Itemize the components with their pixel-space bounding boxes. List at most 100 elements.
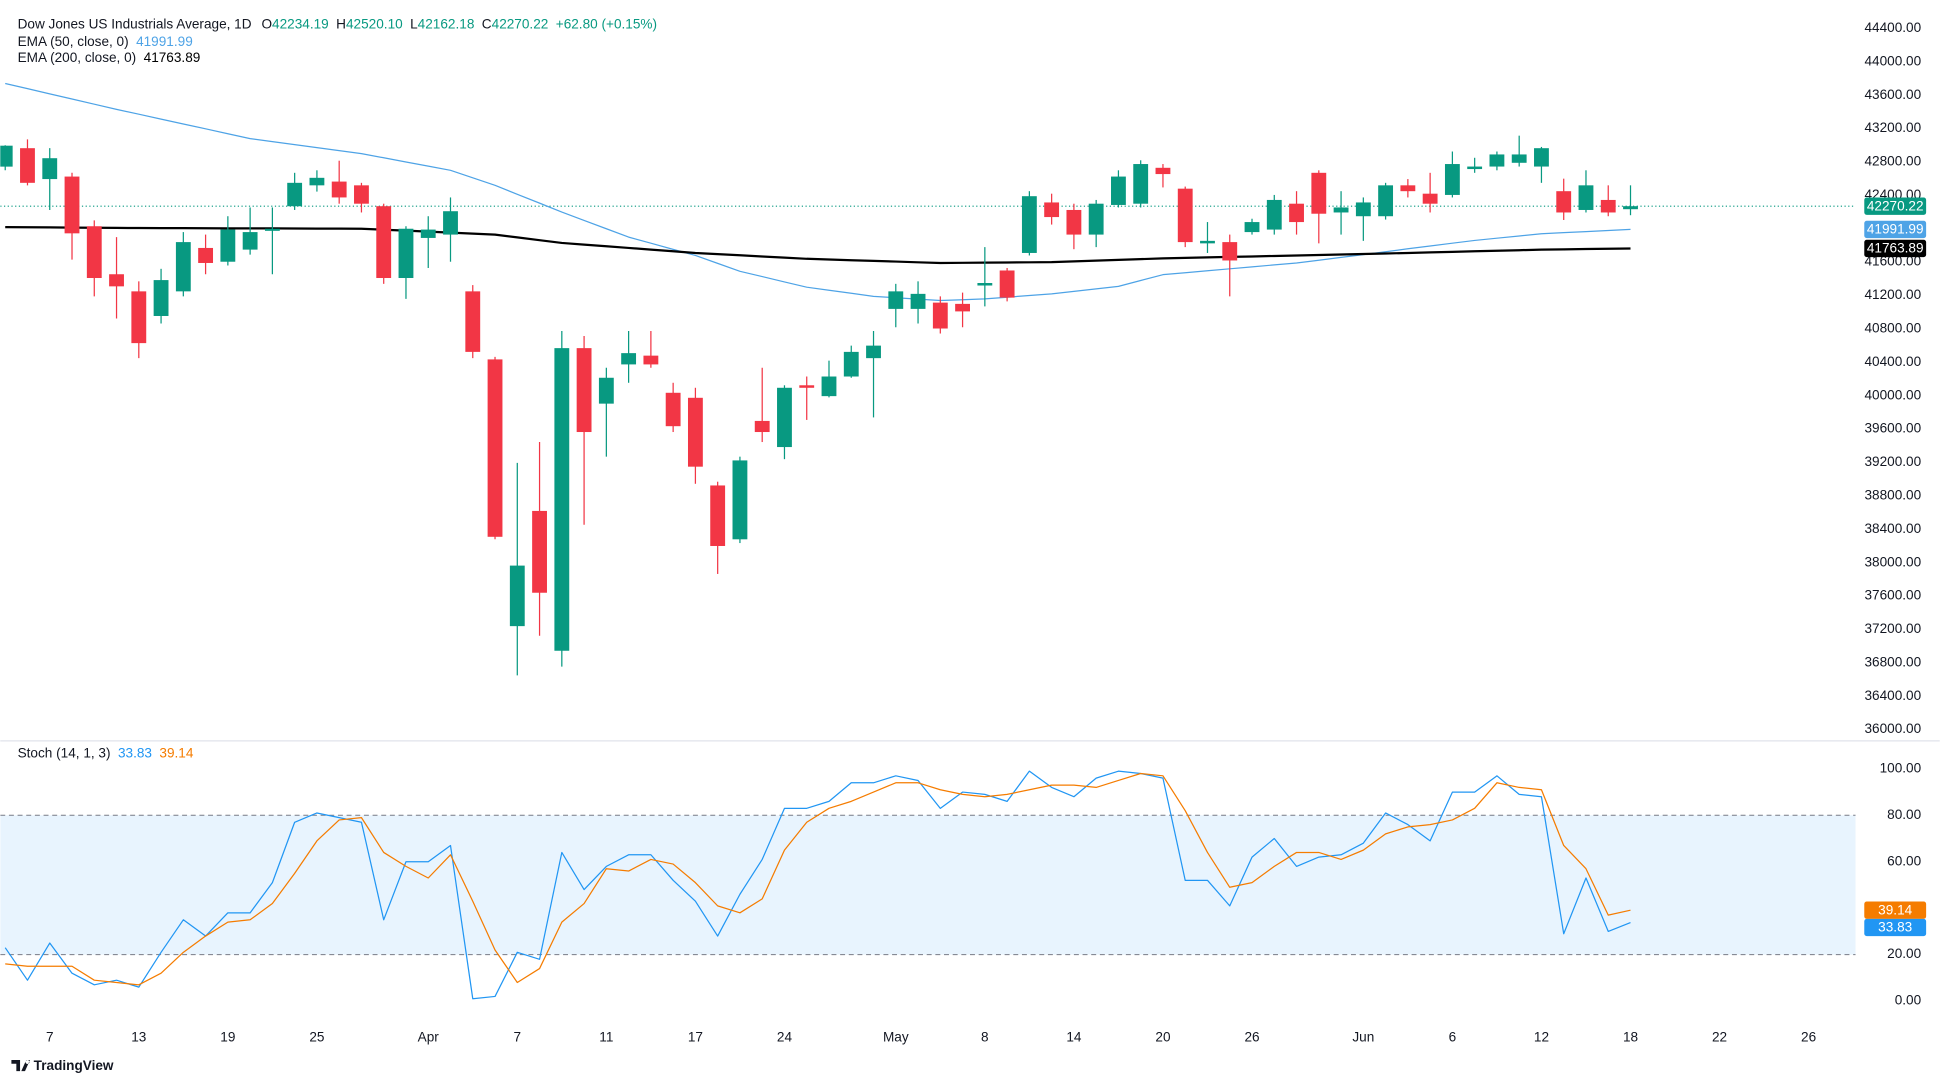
candle-body <box>843 351 859 377</box>
legend: EMA (200, close, 0) 41763.89 <box>18 50 201 65</box>
legend-value: 41763.89 <box>144 50 201 65</box>
candle-body <box>309 177 325 186</box>
price-tag-label: 33.83 <box>1878 920 1912 935</box>
legend-value: 42162.18 <box>418 16 475 31</box>
candle-body <box>621 353 637 365</box>
x-tick-label: Apr <box>418 1029 440 1044</box>
candle-body <box>64 176 80 234</box>
candle-body <box>576 348 592 433</box>
candle-body <box>175 242 191 292</box>
price-tag-label: 41991.99 <box>1867 222 1924 237</box>
candle-body <box>866 345 881 359</box>
x-tick-label: Jun <box>1352 1029 1374 1044</box>
candle-body <box>777 387 792 448</box>
legend: EMA (50, close, 0) 41991.99 <box>18 34 193 49</box>
y-tick-label: 43600.00 <box>1864 87 1921 102</box>
x-tick-label: 14 <box>1066 1029 1082 1044</box>
price-tag <box>1864 901 1927 919</box>
y-tick-label: 39200.00 <box>1864 454 1921 469</box>
y-tick-label: 100.00 <box>1880 760 1922 775</box>
candle-body <box>732 460 748 540</box>
line-series <box>5 225 1631 265</box>
candle-body <box>131 291 147 344</box>
candle-body <box>1623 206 1638 210</box>
price-tag <box>1864 197 1927 215</box>
candle-body <box>1088 203 1104 235</box>
x-tick-label: 6 <box>1449 1029 1457 1044</box>
x-tick-label: 25 <box>309 1029 324 1044</box>
x-tick-label: 26 <box>1801 1029 1816 1044</box>
candle-body <box>1177 188 1193 243</box>
candle-body <box>86 226 102 279</box>
candle-body <box>1378 185 1394 217</box>
candle-body <box>665 392 681 427</box>
candle-body <box>1578 185 1594 210</box>
candle-body <box>643 355 659 365</box>
legend-value: 41991.99 <box>136 34 193 49</box>
x-tick-label: 18 <box>1623 1029 1638 1044</box>
candle-body <box>977 283 993 286</box>
candle-body <box>1333 207 1349 213</box>
x-tick-label: 19 <box>220 1029 235 1044</box>
legend-key: C <box>482 16 492 31</box>
y-tick-label: 38800.00 <box>1864 487 1921 502</box>
candle-body <box>532 510 547 593</box>
legend-value: 42520.10 <box>346 16 403 31</box>
legend-value: 42270.22 <box>492 16 549 31</box>
legend: Dow Jones US Industrials Average, 1D O 422… <box>18 16 657 31</box>
candle-body <box>1111 176 1126 205</box>
y-tick-label: 38400.00 <box>1864 521 1921 536</box>
x-tick-label: 22 <box>1712 1029 1727 1044</box>
legend-title: Dow Jones US Industrials Average, 1D <box>18 16 252 31</box>
legend-key: H <box>336 16 346 31</box>
x-tick-label: 17 <box>688 1029 703 1044</box>
y-tick-label: 60.00 <box>1887 853 1921 868</box>
x-tick-label: 7 <box>46 1029 54 1044</box>
x-tick-label: 26 <box>1244 1029 1259 1044</box>
candle-body <box>1244 222 1260 233</box>
y-tick-label: 43200.00 <box>1864 120 1921 135</box>
candle-body <box>888 291 904 309</box>
candle-body <box>1155 167 1171 175</box>
brand-logo <box>11 1060 30 1072</box>
stoch-pane <box>0 770 1856 1000</box>
candle-body <box>1044 202 1060 218</box>
candle-body <box>1444 164 1460 195</box>
candle-body <box>1556 191 1572 213</box>
legend-value: 39.14 <box>159 745 193 760</box>
x-tick-label: May <box>883 1029 909 1044</box>
candle-body <box>287 182 303 207</box>
legend-key: O <box>261 16 272 31</box>
candle-body <box>509 565 525 627</box>
price-tag <box>1864 918 1927 937</box>
candle-body <box>153 280 169 316</box>
y-tick-label: 37600.00 <box>1864 588 1921 603</box>
price-tag-label: 42270.22 <box>1867 198 1924 213</box>
candle-body <box>1311 172 1327 214</box>
y-tick-label: 44400.00 <box>1864 20 1921 35</box>
candle-body <box>331 181 347 198</box>
candle-body <box>242 232 258 250</box>
price-tag <box>1864 220 1927 239</box>
legend-title: Stoch (14, 1, 3) <box>18 745 111 760</box>
y-tick-label: 36000.00 <box>1864 721 1921 736</box>
y-tick-label: 36800.00 <box>1864 654 1921 669</box>
band-fill <box>0 815 1856 955</box>
candle-body <box>999 270 1015 298</box>
candle-body <box>109 274 124 287</box>
y-tick-label: 40400.00 <box>1864 354 1921 369</box>
x-tick-label: 11 <box>599 1029 613 1044</box>
candle-body <box>1422 193 1438 204</box>
candle-body <box>1066 209 1082 235</box>
candle-body <box>799 385 815 388</box>
candle-body <box>398 228 414 279</box>
price-tag-label: 41763.89 <box>1867 241 1924 256</box>
y-tick-label: 37200.00 <box>1864 621 1921 636</box>
candle-body <box>710 485 726 546</box>
brand-name: TradingView <box>34 1058 114 1073</box>
candle-body <box>220 229 236 262</box>
legend-key: L <box>410 16 418 31</box>
legend-value: 33.83 <box>118 745 152 760</box>
